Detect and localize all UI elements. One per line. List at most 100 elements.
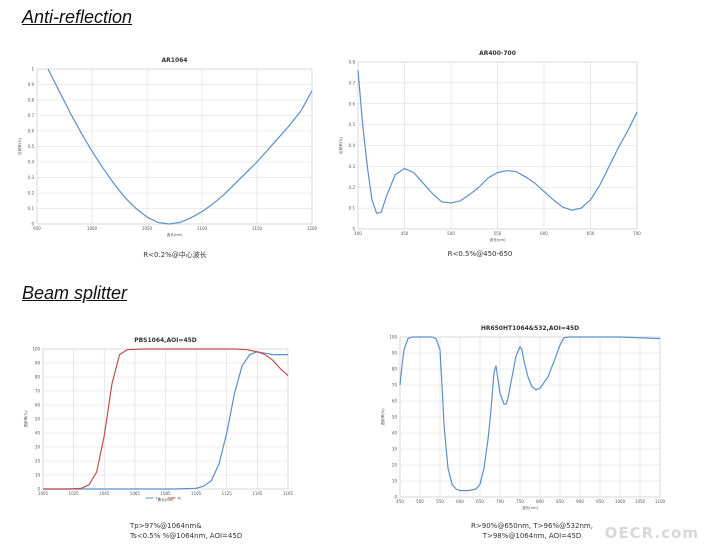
chart-pbs1064-xtick-label: 1065 — [130, 491, 141, 496]
chart-hr650-xtick-label: 550 — [436, 499, 444, 504]
caption-hr-line-1: R>90%@650nm, T>96%@532nm, — [471, 522, 593, 530]
chart-ar400-700-series-line-0 — [357, 70, 638, 214]
caption-pbs-line-1: Tp>97%@1064nm& — [130, 522, 202, 530]
chart-ar400-700-svg: 0 0.1 0.2 0.3 0.4 0.5 0.6 0.7 0.8 400 450 500 550 600… — [338, 50, 641, 242]
chart-hr650-xtick-label: 1100 — [655, 499, 666, 504]
chart-pbs1064-ytick-label: 20 — [35, 459, 41, 464]
chart-ar400-700-ytick-label: 0.5 — [349, 122, 356, 127]
chart-ar1064-ytick-label: 0.2 — [28, 191, 35, 196]
caption-ar400-700: R<0.5%@450-650 — [410, 249, 550, 259]
chart-pbs1064-ytick-label: 70 — [35, 389, 41, 394]
chart-pbs1064-ytick-label: 40 — [35, 431, 41, 436]
chart-ar1064-ytick-label: 1 — [31, 67, 34, 72]
chart-pbs1064-title: PBS1064,AOI=45D — [134, 337, 197, 344]
chart-ar400-700-xtick-label: 700 — [633, 231, 641, 236]
chart-pbs1064-series-line-Ts — [43, 348, 289, 490]
chart-hr650-ytick-label: 0 — [394, 495, 397, 500]
chart-ar1064-ytick-label: 0.9 — [28, 82, 35, 87]
chart-hr650-yaxis-label: 透射率(%) — [380, 408, 385, 426]
chart-pbs1064-xtick-label: 1165 — [283, 491, 294, 496]
chart-ar1064-ytick-label: 0.8 — [28, 98, 35, 103]
chart-ar1064-svg: 0 0.1 0.2 0.3 0.4 0.5 0.6 0.7 0.8 0.9 1 950 1000 1050… — [17, 57, 318, 237]
chart-hr650-xtick-label: 600 — [456, 499, 464, 504]
chart-ar1064-yaxis-label: 反射率(%) — [17, 137, 22, 155]
chart-ar400-700-xtick-label: 500 — [447, 231, 455, 236]
chart-ar400-700-xaxis-label: 波长(nm) — [490, 237, 506, 242]
caption-ar400-700-text: R<0.5%@450-650 — [447, 250, 513, 258]
chart-ar1064-xtick-label: 1000 — [87, 226, 98, 231]
chart-pbs1064-xtick-label: 1085 — [160, 491, 171, 496]
chart-ar1064-xtick-label: 1100 — [197, 226, 208, 231]
chart-pbs1064-ytick-label: 10 — [35, 473, 41, 478]
chart-ar400-700-ytick-label: 0.7 — [349, 80, 356, 85]
caption-ar1064: R<0.2%@中心波长 — [100, 250, 250, 260]
caption-pbs-line-2: Ts<0.5% %@1064nm, AOI=45D — [130, 532, 243, 540]
section-title-beam-splitter: Beam splitter — [22, 283, 128, 303]
chart-hr650-ytick-label: 20 — [392, 463, 398, 468]
chart-ar400-700-ytick-label: 0.3 — [349, 164, 356, 169]
chart-pbs1064: 0 10 20 30 40 50 60 70 80 90 100 1005 1025 1045 1065 10… — [0, 336, 300, 506]
chart-ar1064-title: AR1064 — [162, 57, 188, 64]
chart-ar1064-ytick-label: 0.4 — [28, 160, 35, 165]
chart-pbs1064-legend-label: Tp — [155, 496, 161, 500]
chart-ar400-700-ytick-label: 0 — [352, 227, 355, 232]
chart-hr650-xtick-label: 850 — [556, 499, 564, 504]
chart-pbs1064-ytick-label: 0 — [37, 487, 40, 492]
chart-ar400-700-ytick-label: 0.1 — [349, 206, 356, 211]
chart-hr650-ytick-label: 40 — [392, 431, 398, 436]
chart-hr650-ytick-label: 70 — [392, 383, 398, 388]
chart-hr650-ytick-label: 100 — [389, 335, 397, 340]
chart-hr650-xtick-label: 500 — [416, 499, 424, 504]
chart-ar1064-xtick-label: 1150 — [252, 226, 263, 231]
caption-ar1064-text: R<0.2%@中心波长 — [143, 251, 207, 259]
chart-hr650-xtick-label: 750 — [516, 499, 524, 504]
chart-pbs1064-ytick-label: 30 — [35, 445, 41, 450]
chart-pbs1064-xtick-label: 1005 — [38, 491, 49, 496]
chart-ar400-700: 0 0.1 0.2 0.3 0.4 0.5 0.6 0.7 0.8 400 450 500 550 600… — [330, 45, 645, 242]
chart-pbs1064-legend-label: Ts — [177, 496, 182, 500]
chart-hr650-ytick-label: 30 — [392, 447, 398, 452]
chart-ar1064-series-line-0 — [47, 68, 313, 225]
chart-hr650-xtick-label: 950 — [596, 499, 604, 504]
section-title-anti-reflection: Anti-reflection — [22, 7, 133, 27]
chart-ar1064-xtick-label: 950 — [33, 226, 41, 231]
chart-ar1064-xtick-label: 1050 — [142, 226, 153, 231]
chart-pbs1064-xaxis-label: 波长(nm) — [158, 497, 174, 502]
chart-pbs1064-xtick-label: 1045 — [99, 491, 110, 496]
chart-ar400-700-ytick-label: 0.2 — [349, 185, 356, 190]
chart-hr650-ytick-label: 80 — [392, 367, 398, 372]
chart-pbs1064-xtick-label: 1125 — [222, 491, 233, 496]
chart-ar400-700-yaxis-label: 反射率(%) — [338, 136, 343, 154]
chart-hr650-title: HR650HT1064&532,AOI=45D — [481, 325, 579, 332]
chart-pbs1064-xtick-label: 1145 — [252, 491, 263, 496]
chart-hr650: 0 10 20 30 40 50 60 70 80 90 100 450 500 550 600 650 700… — [370, 323, 670, 510]
chart-ar400-700-xtick-label: 550 — [494, 231, 502, 236]
chart-pbs1064-ytick-label: 100 — [32, 347, 40, 352]
chart-pbs1064-ytick-label: 60 — [35, 403, 41, 408]
chart-pbs1064-ytick-label: 80 — [35, 375, 41, 380]
chart-hr650-xtick-label: 700 — [496, 499, 504, 504]
chart-ar1064-xaxis-label: 波长(nm) — [167, 232, 183, 237]
chart-ar400-700-ytick-label: 0.4 — [349, 143, 356, 148]
chart-ar1064-xtick-label: 1200 — [307, 226, 318, 231]
chart-hr650-xtick-label: 900 — [576, 499, 584, 504]
chart-ar400-700-ytick-label: 0.8 — [349, 60, 356, 65]
chart-hr650-xtick-label: 650 — [476, 499, 484, 504]
chart-hr650-svg: 0 10 20 30 40 50 60 70 80 90 100 450 500 550 600 650 700… — [380, 325, 666, 510]
watermark: OECR.com — [604, 524, 699, 542]
caption-pbs1064: Tp>97%@1064nm& Ts<0.5% %@1064nm, AOI=45D — [130, 521, 310, 541]
chart-hr650-xtick-label: 1050 — [635, 499, 646, 504]
chart-pbs1064-xtick-label: 1105 — [191, 491, 202, 496]
caption-hr-line-2: T>98%@1064nm, AOI=45D — [482, 532, 582, 540]
chart-pbs1064-yaxis-label: 透射率(%) — [23, 410, 28, 428]
chart-hr650-xtick-label: 800 — [536, 499, 544, 504]
chart-hr650-xaxis-label: 波长(nm) — [522, 505, 538, 510]
chart-ar1064-ytick-label: 0 — [31, 222, 34, 227]
chart-pbs1064-ytick-label: 90 — [35, 361, 41, 366]
caption-hr650: R>90%@650nm, T>96%@532nm, T>98%@1064nm, … — [452, 521, 612, 541]
chart-hr650-series-line-0 — [399, 336, 661, 492]
chart-hr650-xtick-label: 450 — [396, 499, 404, 504]
chart-ar400-700-xtick-label: 450 — [401, 231, 409, 236]
chart-hr650-ytick-label: 60 — [392, 399, 398, 404]
chart-hr650-ytick-label: 90 — [392, 351, 398, 356]
